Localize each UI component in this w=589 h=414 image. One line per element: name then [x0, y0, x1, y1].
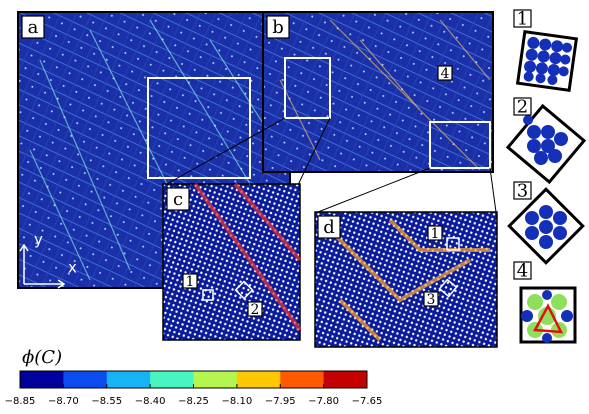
inset-label-box — [513, 181, 532, 200]
axis-label-y: y — [34, 231, 43, 249]
colorbar-tick-label: −8.10 — [222, 396, 253, 407]
colorbar-tick-label: −8.85 — [5, 396, 36, 407]
marker-label-box — [427, 225, 443, 241]
inset-label: 3 — [517, 181, 528, 202]
panel-label-box — [317, 215, 341, 239]
marker-label-box — [247, 301, 263, 317]
texture — [328, 218, 490, 342]
colorbar-tick-label: −7.95 — [265, 396, 296, 407]
panel-label: a — [28, 17, 39, 38]
zoom-box — [284, 57, 331, 119]
panel-label-box — [266, 15, 290, 39]
marker-label: 1 — [431, 226, 440, 242]
colorbar-segment — [236, 371, 281, 388]
colorbar-segment — [106, 371, 151, 388]
panel-d — [314, 211, 498, 348]
marker-label: 1 — [186, 274, 195, 290]
marker-label: 4 — [441, 66, 450, 82]
marker-label: 2 — [251, 302, 260, 318]
panel-label-box — [21, 15, 45, 39]
region-box — [438, 278, 458, 298]
region-box — [446, 237, 460, 251]
panel-label: d — [323, 217, 335, 238]
marker-label-box — [437, 65, 453, 81]
colorbar-segment — [323, 371, 368, 388]
colorbar-segment — [280, 371, 325, 388]
region-box — [202, 289, 214, 301]
inset-4 — [519, 286, 577, 344]
inset-label: 4 — [517, 261, 528, 282]
colorbar-label: ϕ(C) — [22, 347, 62, 368]
colorbar-tick-label: −7.80 — [308, 396, 339, 407]
inset-3 — [507, 187, 585, 265]
inset-label-box — [513, 97, 532, 116]
inset-1 — [515, 29, 579, 93]
texture — [29, 19, 281, 281]
inset-label-box — [513, 261, 532, 280]
colorbar-segment — [150, 371, 194, 388]
panel-label: c — [173, 189, 183, 210]
inset-2 — [505, 103, 587, 185]
colorbar-tick-label: −8.55 — [91, 396, 122, 407]
marker-label-box — [182, 273, 198, 289]
inset-label-box — [513, 9, 532, 28]
inset-label: 1 — [517, 9, 528, 30]
colorbar-segment — [63, 371, 108, 388]
marker-label-box — [423, 291, 439, 307]
zoom-box — [429, 121, 491, 169]
colorbar-tick-label: −8.40 — [135, 396, 166, 407]
colorbar-tick-label: −8.25 — [178, 396, 209, 407]
connector — [164, 117, 497, 213]
texture — [279, 19, 491, 171]
panel-label-box — [166, 187, 190, 211]
zoom-box — [147, 77, 251, 179]
texture — [193, 182, 302, 332]
inset-label: 2 — [517, 97, 528, 118]
marker-label: 3 — [427, 292, 436, 308]
colorbar-tick-label: −7.65 — [352, 396, 383, 407]
axis-label-x: x — [68, 259, 77, 277]
colorbar-segment — [193, 371, 238, 388]
axis-arrows — [19, 243, 66, 289]
panel-label: b — [272, 17, 284, 38]
colorbar-tick-label: −8.70 — [48, 396, 79, 407]
colorbar-segment — [20, 371, 64, 388]
region-box — [234, 280, 254, 300]
